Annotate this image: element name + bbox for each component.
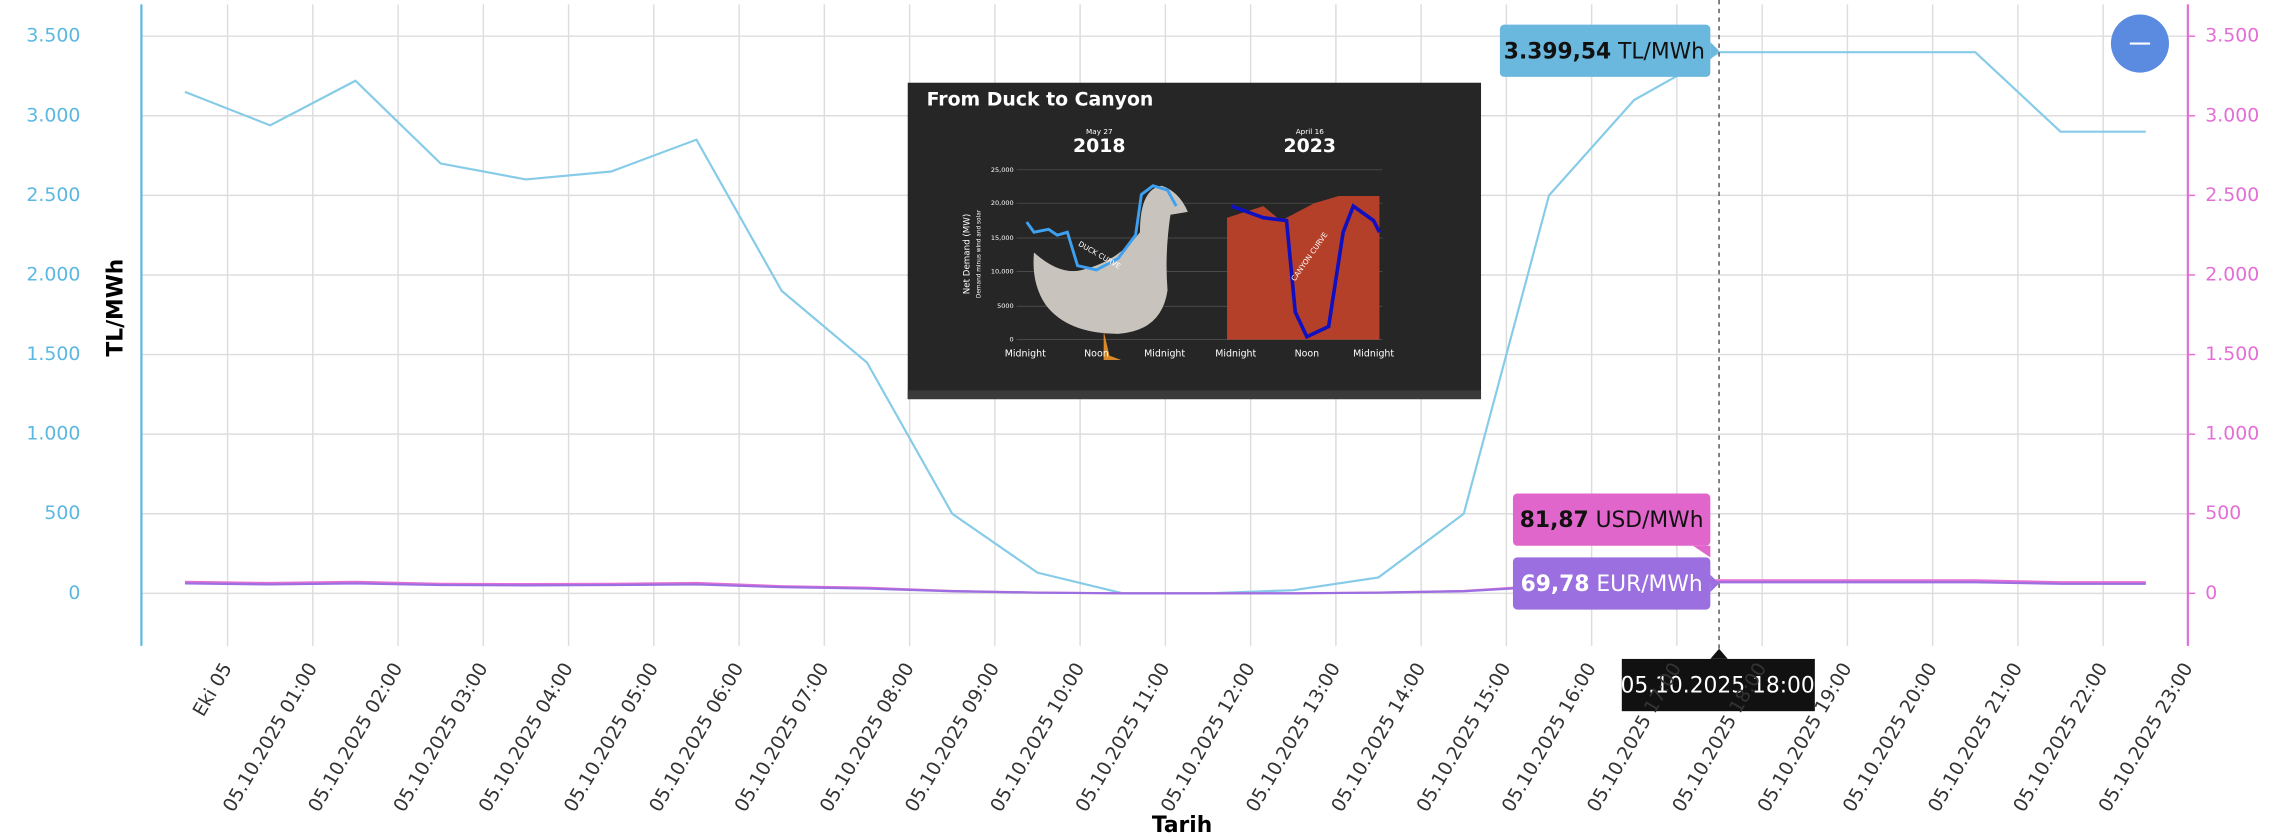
y2-tick-label: 1.000 [2205,423,2259,445]
collapse-button[interactable] [2111,15,2169,73]
y-tick-label: 3.500 [26,25,80,47]
tooltip-label: 3.399,54 TL/MWh [1504,39,1705,64]
y-tick-label: 0 [68,582,80,604]
y2-tick-label: 2.500 [2205,184,2259,206]
inset-image: From Duck to Canyon May 27 2018 April 16… [908,83,1481,399]
inset-x-tick: Midnight [1215,349,1256,360]
inset-title: From Duck to Canyon [927,89,1154,111]
y-axis-title: TL/MWh [104,259,129,357]
tooltip-unit: TL/MWh [1617,39,1705,64]
inset-y-label: Net Demand (MW) [963,214,973,294]
y2-tick-label: 500 [2205,502,2241,524]
inset-x-tick: Midnight [1005,349,1046,360]
y-tick-label: 2.000 [26,263,80,285]
x-axis-title: Tarih [1152,813,1212,836]
inset-x-tick: Midnight [1353,349,1394,360]
y-tick-label: 500 [44,502,80,524]
tooltip-unit: EUR/MWh [1596,572,1702,597]
inset-tick: 25,000 [991,166,1014,174]
inset-tick: 20,000 [991,199,1014,207]
tooltip-label: 81,87 USD/MWh [1520,508,1704,533]
inset-year: 2023 [1284,135,1337,157]
y-tick-label: 2.500 [26,184,80,206]
inset-x-tick: Noon [1084,349,1109,360]
inset-tick: 5000 [997,302,1014,310]
y-tick-label: 3.000 [26,104,80,126]
inset-x-tick: Midnight [1144,349,1185,360]
inset-year: 2018 [1073,135,1126,157]
chart: TL/MWh Tarih From Duck to Canyon May 27 … [0,0,2277,836]
tooltip-value: 3.399,54 [1504,39,1611,64]
tooltip-value: 81,87 [1520,508,1589,533]
tooltip-value: 69,78 [1521,572,1590,597]
y2-tick-label: 0 [2205,582,2217,604]
inset-x-tick: Noon [1295,349,1320,360]
inset-tick: 0 [1010,336,1014,344]
inset-tick: 10,000 [991,267,1014,275]
tooltip-unit: USD/MWh [1596,508,1704,533]
inset-tick: 15,000 [991,234,1014,242]
y2-tick-label: 3.500 [2205,25,2259,47]
y2-tick-label: 3.000 [2205,104,2259,126]
tooltip-label: 69,78 EUR/MWh [1521,572,1703,597]
inset-y-sublabel: Demand minus wind and solar [976,209,982,298]
inset-footer [908,390,1481,399]
y2-tick-label: 2.000 [2205,263,2259,285]
y-tick-label: 1.000 [26,423,80,445]
y-tick-label: 1.500 [26,343,80,365]
y2-tick-label: 1.500 [2205,343,2259,365]
